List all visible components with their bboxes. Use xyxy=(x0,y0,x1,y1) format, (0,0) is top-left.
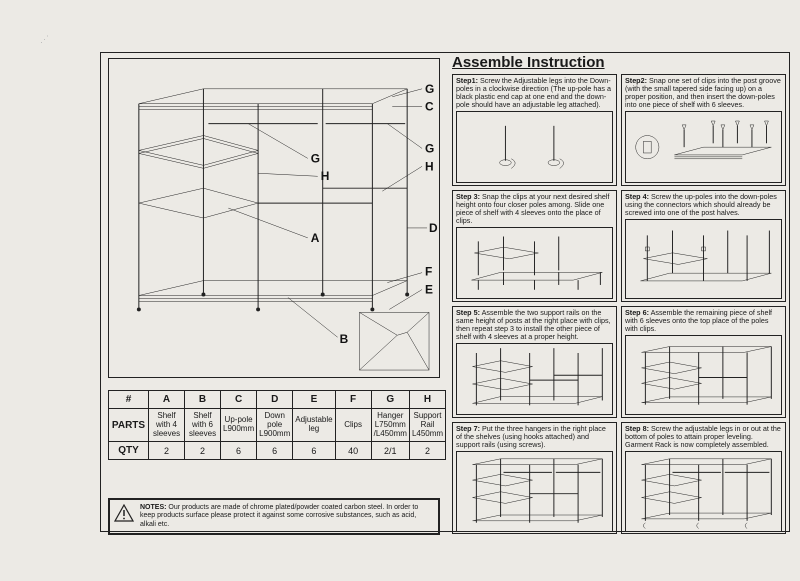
step-7: Step 7: Put the three hangers in the rig… xyxy=(452,422,617,534)
step-1: Step1: Screw the Adjustable legs into th… xyxy=(452,74,617,186)
th-C: C xyxy=(221,391,257,409)
svg-text:H: H xyxy=(425,159,434,173)
svg-text:C: C xyxy=(425,100,434,114)
step-3: Step 3: Snap the clips at your next desi… xyxy=(452,190,617,302)
step-body: Assemble the two support rails on the sa… xyxy=(456,308,611,341)
cell: Shelf with 6 sleeves xyxy=(185,409,221,442)
svg-text:B: B xyxy=(340,332,349,346)
th-E: E xyxy=(293,391,335,409)
cell: Clips xyxy=(335,409,371,442)
step-6: Step 6: Assemble the remaining piece of … xyxy=(621,306,786,418)
svg-text:G: G xyxy=(311,151,320,165)
cell: Down pole L900mm xyxy=(257,409,293,442)
th-D: D xyxy=(257,391,293,409)
assembly-diagram: G C G H D F E G H A B xyxy=(108,58,440,378)
row-label-parts: PARTS xyxy=(109,409,149,442)
step-2: Step2: Snap one set of clips into the po… xyxy=(621,74,786,186)
table-header-row: # A B C D E F G H xyxy=(109,391,446,409)
cell: 6 xyxy=(293,442,335,460)
cell: 40 xyxy=(335,442,371,460)
cell: Support Rail L450mm xyxy=(409,409,445,442)
th-hash: # xyxy=(109,391,149,409)
cell: 6 xyxy=(257,442,293,460)
svg-text:A: A xyxy=(311,231,320,245)
table-row-parts: PARTS Shelf with 4 sleeves Shelf with 6 … xyxy=(109,409,446,442)
step-5-figure xyxy=(456,343,613,415)
th-A: A xyxy=(149,391,185,409)
steps-grid: Step1: Screw the Adjustable legs into th… xyxy=(452,74,786,534)
parts-table: # A B C D E F G H PARTS Shelf with 4 sle… xyxy=(108,390,446,460)
step-1-figure xyxy=(456,111,613,183)
svg-text:H: H xyxy=(321,169,330,183)
cell: 2 xyxy=(149,442,185,460)
step-8-figure xyxy=(625,451,782,533)
step-4: Step 4: Screw the up-poles into the down… xyxy=(621,190,786,302)
th-B: B xyxy=(185,391,221,409)
notice-box: NOTES: Our products are made of chrome p… xyxy=(108,498,440,535)
svg-text:F: F xyxy=(425,265,432,279)
step-7-figure xyxy=(456,451,613,533)
noise: ⋰ xyxy=(40,34,49,45)
notice-text: Our products are made of chrome plated/p… xyxy=(140,504,418,528)
cell: Adjustable leg xyxy=(293,409,335,442)
cell: Hanger L750mm /L450mm xyxy=(371,409,409,442)
cell: 2 xyxy=(185,442,221,460)
notice-label: NOTES: xyxy=(140,504,166,511)
row-label-qty: QTY xyxy=(109,442,149,460)
instruction-title: Assemble Instruction xyxy=(452,54,605,71)
th-H: H xyxy=(409,391,445,409)
cell: 2 xyxy=(409,442,445,460)
step-body: Snap one set of clips into the post groo… xyxy=(625,76,781,109)
svg-text:E: E xyxy=(425,283,433,297)
svg-text:G: G xyxy=(425,141,434,155)
th-F: F xyxy=(335,391,371,409)
cell: 2/1 xyxy=(371,442,409,460)
step-3-figure xyxy=(456,227,613,299)
step-5: Step 5: Assemble the two support rails o… xyxy=(452,306,617,418)
cell: Shelf with 4 sleeves xyxy=(149,409,185,442)
step-6-figure xyxy=(625,335,782,415)
svg-text:G: G xyxy=(425,82,434,96)
step-8: Step 8: Screw the adjustable legs in or … xyxy=(621,422,786,534)
step-2-figure xyxy=(625,111,782,183)
table-row-qty: QTY 2 2 6 6 6 40 2/1 2 xyxy=(109,442,446,460)
step-body: Screw the adjustable legs in or out at t… xyxy=(625,424,781,449)
svg-text:D: D xyxy=(429,221,438,235)
cell: Up-pole L900mm xyxy=(221,409,257,442)
th-G: G xyxy=(371,391,409,409)
warning-icon xyxy=(114,504,134,522)
step-4-figure xyxy=(625,219,782,299)
cell: 6 xyxy=(221,442,257,460)
step-body: Screw the Adjustable legs into the Down-… xyxy=(456,76,611,109)
